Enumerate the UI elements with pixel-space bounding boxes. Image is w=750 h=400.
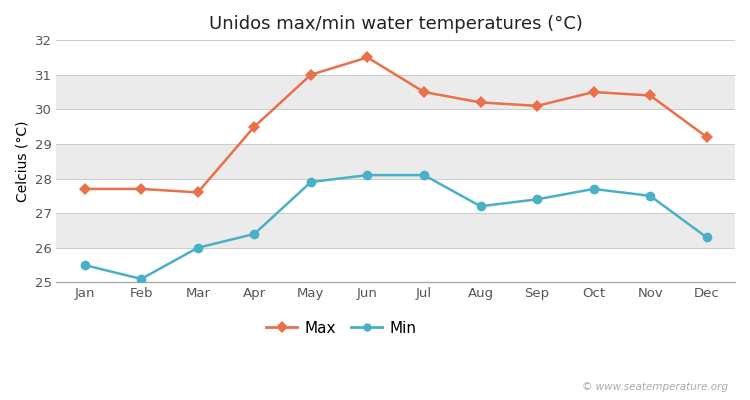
Min <box>532 197 542 202</box>
Min <box>702 235 711 240</box>
Min <box>363 173 372 178</box>
Bar <box>56 75 735 109</box>
Max <box>532 104 542 108</box>
Max <box>307 72 316 77</box>
Legend: Max, Min: Max, Min <box>260 315 422 343</box>
Bar <box>56 144 735 178</box>
Min <box>307 180 316 184</box>
Bar <box>56 248 735 282</box>
Min <box>476 204 485 209</box>
Bar <box>56 40 735 75</box>
Line: Max: Max <box>80 53 711 196</box>
Text: © www.seatemperature.org: © www.seatemperature.org <box>581 382 728 392</box>
Max <box>590 90 598 94</box>
Min <box>194 245 202 250</box>
Max <box>250 124 259 129</box>
Max <box>80 186 89 191</box>
Max <box>419 90 428 94</box>
Title: Unidos max/min water temperatures (°C): Unidos max/min water temperatures (°C) <box>209 15 583 33</box>
Min <box>136 276 146 281</box>
Line: Min: Min <box>80 170 712 284</box>
Min <box>419 173 428 178</box>
Y-axis label: Celcius (°C): Celcius (°C) <box>15 120 29 202</box>
Bar <box>56 213 735 248</box>
Max <box>476 100 485 105</box>
Min <box>80 263 89 268</box>
Min <box>646 194 655 198</box>
Max <box>194 190 202 195</box>
Max <box>646 93 655 98</box>
Max <box>136 186 146 191</box>
Max <box>702 135 711 140</box>
Bar <box>56 178 735 213</box>
Max <box>363 55 372 60</box>
Min <box>590 186 598 191</box>
Bar <box>56 109 735 144</box>
Min <box>250 232 259 236</box>
